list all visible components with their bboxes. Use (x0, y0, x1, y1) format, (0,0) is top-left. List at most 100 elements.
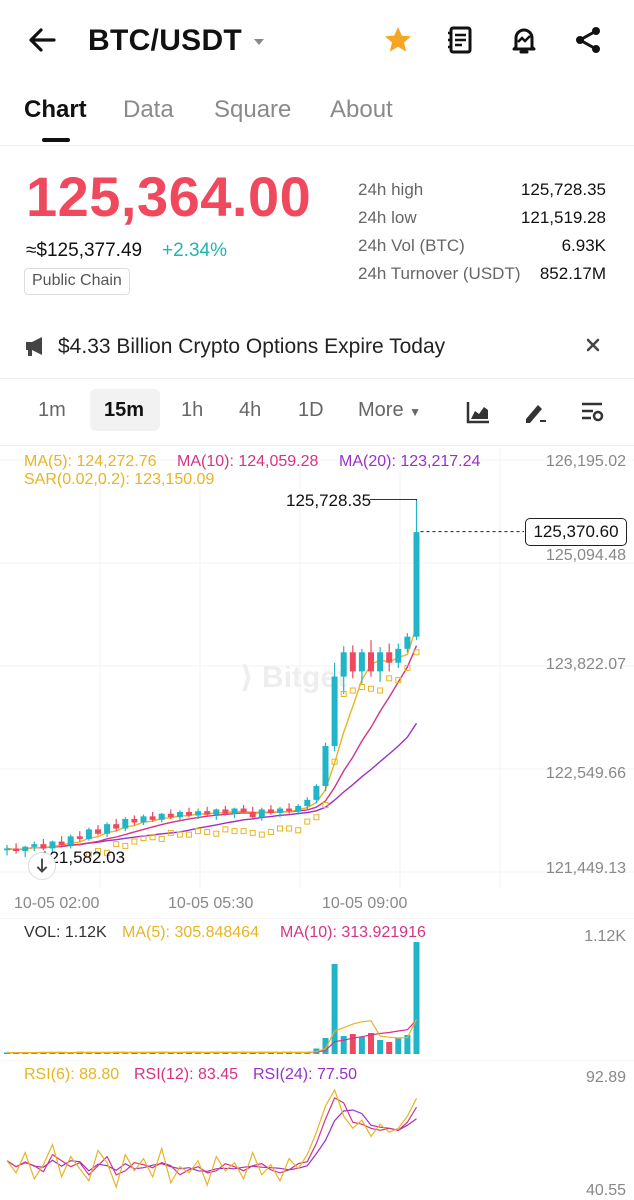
candle-body (176, 812, 183, 818)
price-alert-icon[interactable] (508, 24, 540, 56)
volume-chart[interactable] (0, 918, 634, 1058)
sar-dot (85, 851, 92, 858)
book-icon[interactable] (444, 24, 476, 56)
stat-label-24h-high: 24h high (358, 180, 424, 199)
sar-dot (204, 828, 211, 835)
close-icon[interactable] (582, 334, 604, 356)
trading-pair-title[interactable]: BTC/USDT (88, 24, 243, 57)
volume-bar (104, 1052, 111, 1054)
stat-label-24h-low: 24h low (358, 208, 417, 227)
back-arrow-icon[interactable] (24, 22, 60, 58)
volume-bar (158, 1052, 165, 1054)
share-icon[interactable] (572, 24, 604, 56)
tab-square[interactable]: Square (214, 96, 292, 123)
candle-body (404, 636, 411, 649)
timeframe-15m[interactable]: 15m (104, 399, 145, 421)
legend-vol-ma10: MA(10): 313.921916 (280, 924, 426, 941)
volume-bar (404, 1035, 411, 1054)
candle-body (331, 676, 338, 747)
candle-body (368, 652, 374, 672)
time-axis-tick: 10-05 02:00 (14, 895, 100, 912)
star-icon[interactable] (382, 24, 414, 56)
candle-body (267, 809, 274, 813)
sar-dot (167, 829, 174, 836)
sar-dot (176, 831, 183, 838)
volume-bar (249, 1052, 256, 1054)
legend-sar: SAR(0.02,0.2): 123,150.09 (24, 471, 215, 488)
volume-bar (277, 1052, 283, 1054)
sar-dot (404, 664, 411, 671)
time-axis-tick: 10-05 05:30 (168, 895, 254, 912)
candle-body (258, 809, 265, 818)
volume-bar (395, 1038, 402, 1054)
peak-leader-line (370, 499, 417, 501)
volume-bar (222, 1052, 229, 1054)
timeframe-1d[interactable]: 1D (298, 399, 324, 421)
tab-chart[interactable]: Chart (24, 96, 87, 123)
sar-dot (295, 827, 302, 834)
volume-bar (167, 1053, 174, 1054)
candle-body (22, 846, 29, 852)
caret-down-icon[interactable] (250, 32, 268, 50)
volume-bar (331, 964, 338, 1054)
stat-value-24h-turnover: 852.17M (539, 264, 606, 283)
rsi-chart[interactable] (0, 1060, 634, 1200)
rsi12-line (6, 1097, 418, 1176)
candle-body (85, 829, 92, 839)
sar-dot (158, 835, 165, 842)
volume-bar (67, 1053, 74, 1054)
volume-bar (377, 1040, 384, 1054)
candle-body (122, 818, 129, 829)
indicator-settings-icon[interactable] (579, 399, 605, 425)
candle-body (67, 836, 74, 846)
candle-body (304, 799, 311, 806)
volume-bar (85, 1052, 92, 1054)
sar-dot (113, 841, 120, 848)
price-axis-tick: 122,549.66 (545, 765, 626, 782)
sar-dot (104, 849, 111, 856)
candle-body (349, 652, 356, 672)
tab-about[interactable]: About (330, 96, 393, 123)
sar-dot (358, 684, 365, 691)
active-tab-indicator (42, 138, 70, 142)
current-price-callout[interactable]: 125,370.60 (525, 518, 627, 546)
candle-body (277, 808, 283, 813)
candle-body (222, 809, 229, 814)
volume-bar (176, 1052, 183, 1054)
volume-bar (122, 1052, 129, 1054)
public-chain-badge[interactable]: Public Chain (24, 268, 130, 295)
volume-bar (358, 1037, 365, 1054)
caret-down-icon: ▼ (409, 405, 422, 419)
sar-dot (322, 802, 329, 809)
volume-bar (131, 1052, 138, 1054)
sar-dot (249, 829, 256, 836)
candle-body (104, 824, 111, 834)
timeframe-1h[interactable]: 1h (181, 399, 204, 421)
sar-dot (395, 677, 402, 684)
sar-dot (349, 687, 356, 694)
candle-body (249, 812, 256, 818)
news-banner[interactable]: $4.33 Billion Crypto Options Expire Toda… (0, 318, 634, 374)
candle-body (149, 816, 156, 820)
timeframe-more[interactable]: More ▼ (358, 399, 421, 422)
news-headline[interactable]: $4.33 Billion Crypto Options Expire Toda… (58, 335, 446, 358)
rsi-axis-max: 92.89 (585, 1069, 626, 1086)
price-axis-tick: 121,449.13 (545, 860, 626, 877)
chart-type-icon[interactable] (465, 399, 491, 425)
tab-data[interactable]: Data (123, 96, 174, 123)
price-chart[interactable] (0, 448, 634, 888)
candle-body (76, 836, 83, 839)
peak-price-label: 125,728.35 (286, 491, 372, 510)
change-percent: +2.34% (162, 240, 227, 261)
sar-dot (331, 758, 338, 765)
draw-tool-icon[interactable] (522, 399, 548, 425)
candle-body (4, 848, 10, 851)
sar-dot (286, 825, 293, 832)
top-bar: BTC/USDT (0, 0, 634, 82)
scroll-to-latest-icon[interactable] (28, 852, 56, 880)
timeframe-4h[interactable]: 4h (239, 399, 262, 421)
timeframe-1m[interactable]: 1m (38, 399, 66, 421)
sar-dot (222, 826, 229, 833)
candle-body (313, 785, 320, 800)
candle-body (322, 746, 329, 786)
